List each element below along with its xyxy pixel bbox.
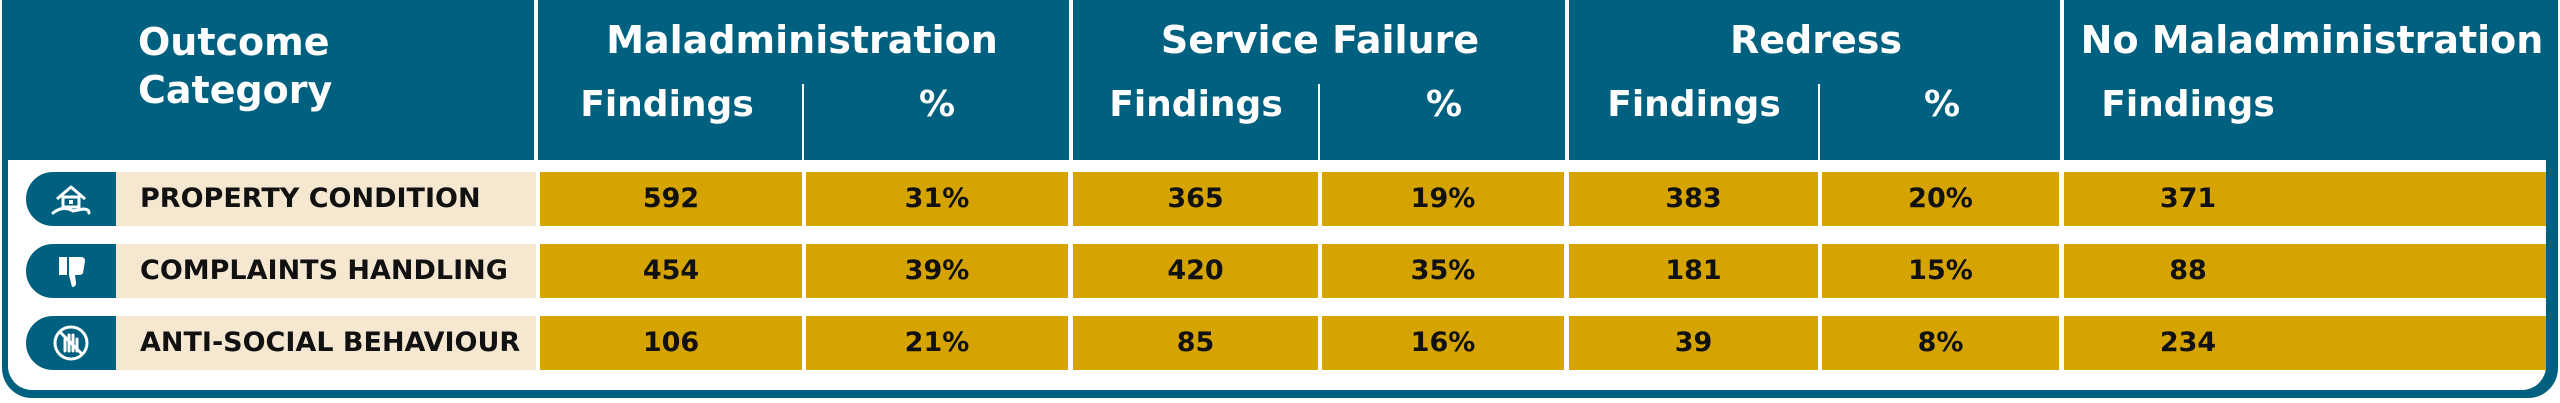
table-cell: 35% (1322, 244, 1564, 298)
table-cell: 88 (2064, 244, 2546, 298)
subheader-divider (1818, 84, 1820, 160)
table-cell: 454 (540, 244, 802, 298)
table-cell: 39 (1569, 316, 1818, 370)
header-divider (2060, 0, 2064, 160)
table-cell: 383 (1569, 172, 1818, 226)
table-cell: 39% (806, 244, 1068, 298)
table-cell: 85 (1073, 316, 1318, 370)
table-cell: 234 (2064, 316, 2546, 370)
subheader-divider (802, 84, 804, 160)
table-cell: 21% (806, 316, 1068, 370)
table-cell: 592 (540, 172, 802, 226)
table-cell: 106 (540, 316, 802, 370)
house-in-hand-icon (26, 172, 116, 226)
table-cell-value: 234 (2159, 327, 2217, 358)
header-no-maladministration: No Maladministration (2080, 18, 2544, 62)
header-divider (534, 0, 538, 160)
subheader-redress-percent: % (1923, 84, 1961, 125)
row-label: ANTI-SOCIAL BEHAVIOUR (140, 327, 521, 358)
table-cell: 8% (1822, 316, 2059, 370)
table-cell: 16% (1322, 316, 1564, 370)
row-label: COMPLAINTS HANDLING (140, 255, 508, 286)
table-cell: 420 (1073, 244, 1318, 298)
subheader-no-maladministration-findings: Findings (2101, 84, 2275, 125)
table-cell: 20% (1822, 172, 2059, 226)
subheader-maladministration-findings: Findings (580, 84, 754, 125)
no-hand-icon (26, 316, 116, 370)
subheader-service-failure-percent: % (1425, 84, 1463, 125)
table-cell: 31% (806, 172, 1068, 226)
table-cell: 371 (2064, 172, 2546, 226)
table-cell: 181 (1569, 244, 1818, 298)
header-redress: Redress (1730, 18, 1902, 62)
table-cell: 15% (1822, 244, 2059, 298)
header-service-failure: Service Failure (1160, 18, 1480, 62)
row-label: PROPERTY CONDITION (140, 183, 481, 214)
header-outcome-category: Outcome Category (138, 20, 333, 112)
thumbs-down-icon (26, 244, 116, 298)
table-cell: 19% (1322, 172, 1564, 226)
table-cell-value: 88 (2169, 255, 2207, 286)
subheader-service-failure-findings: Findings (1109, 84, 1283, 125)
subheader-redress-findings: Findings (1607, 84, 1781, 125)
header-divider (1069, 0, 1073, 160)
header-maladministration: Maladministration (606, 18, 998, 62)
header-divider (1565, 0, 1569, 160)
subheader-maladministration-percent: % (918, 84, 956, 125)
subheader-divider (1318, 84, 1320, 160)
table-cell: 365 (1073, 172, 1318, 226)
table-cell-value: 371 (2159, 183, 2217, 214)
